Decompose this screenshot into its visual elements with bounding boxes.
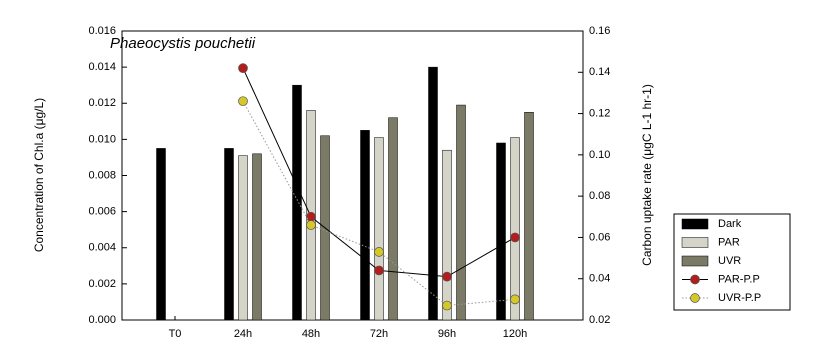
y2-tick-label: 0.02	[589, 314, 610, 326]
y2-tick-label: 0.10	[589, 149, 610, 161]
marker	[238, 96, 248, 107]
bar	[524, 112, 534, 321]
y-tick-label: 0.004	[88, 242, 116, 254]
marker	[442, 271, 452, 282]
y2-tick-label: 0.06	[589, 231, 610, 243]
y2-tick-label: 0.14	[589, 66, 610, 78]
marker	[374, 247, 384, 257]
y-axis-label: Concentration of Chl.a (μg/L)	[32, 98, 46, 252]
y-tick-label: 0.008	[88, 169, 116, 181]
bar	[252, 153, 262, 321]
legend-label: PAR	[718, 236, 740, 248]
legend-label: UVR-P.P	[718, 292, 761, 304]
y-tick-label: 0.014	[88, 61, 116, 73]
y-tick-label: 0.006	[88, 206, 116, 218]
x-tick-label: 96h	[438, 328, 456, 340]
marker	[306, 211, 316, 222]
y-tick-label: 0.010	[88, 133, 116, 145]
x-tick-label: 48h	[302, 328, 320, 340]
legend-label: PAR-P.P	[718, 273, 760, 285]
bar	[496, 142, 506, 321]
bar	[456, 104, 466, 321]
bar	[360, 130, 370, 321]
y2-tick-label: 0.08	[589, 190, 610, 202]
legend-marker	[690, 274, 700, 285]
marker	[306, 220, 316, 230]
legend-label: UVR	[718, 255, 741, 267]
bar	[224, 148, 234, 321]
x-tick-label: 120h	[503, 328, 527, 340]
chart-title: Phaeocystis pouchetii	[110, 35, 256, 52]
bar	[428, 66, 438, 321]
y-tick-label: 0.002	[88, 278, 116, 290]
y2-tick-label: 0.16	[589, 25, 610, 37]
marker	[510, 232, 520, 243]
bar	[374, 137, 384, 321]
y2-axis-label: Carbon uptake rate (μgC L-1 hr-1)	[640, 84, 654, 266]
legend-swatch	[681, 218, 709, 230]
bar	[510, 137, 520, 321]
legend-label: Dark	[718, 218, 742, 230]
bar	[388, 117, 398, 321]
x-tick-label: 72h	[370, 328, 388, 340]
y-tick-label: 0.016	[88, 25, 116, 37]
legend-marker	[690, 293, 700, 303]
bar	[442, 149, 452, 321]
x-tick-label: 24h	[234, 328, 252, 340]
y2-tick-label: 0.04	[589, 273, 610, 285]
x-tick-label: T0	[169, 328, 182, 340]
y-tick-label: 0.012	[88, 97, 116, 109]
y2-tick-label: 0.12	[589, 107, 610, 119]
bar	[156, 148, 166, 321]
marker	[238, 63, 248, 74]
marker	[442, 300, 452, 311]
marker	[374, 265, 384, 276]
bar	[292, 84, 302, 321]
bar	[238, 155, 248, 321]
legend-swatch	[681, 237, 709, 248]
marker	[510, 294, 520, 305]
y-tick-label: 0.000	[88, 314, 116, 326]
legend-swatch	[681, 255, 709, 267]
